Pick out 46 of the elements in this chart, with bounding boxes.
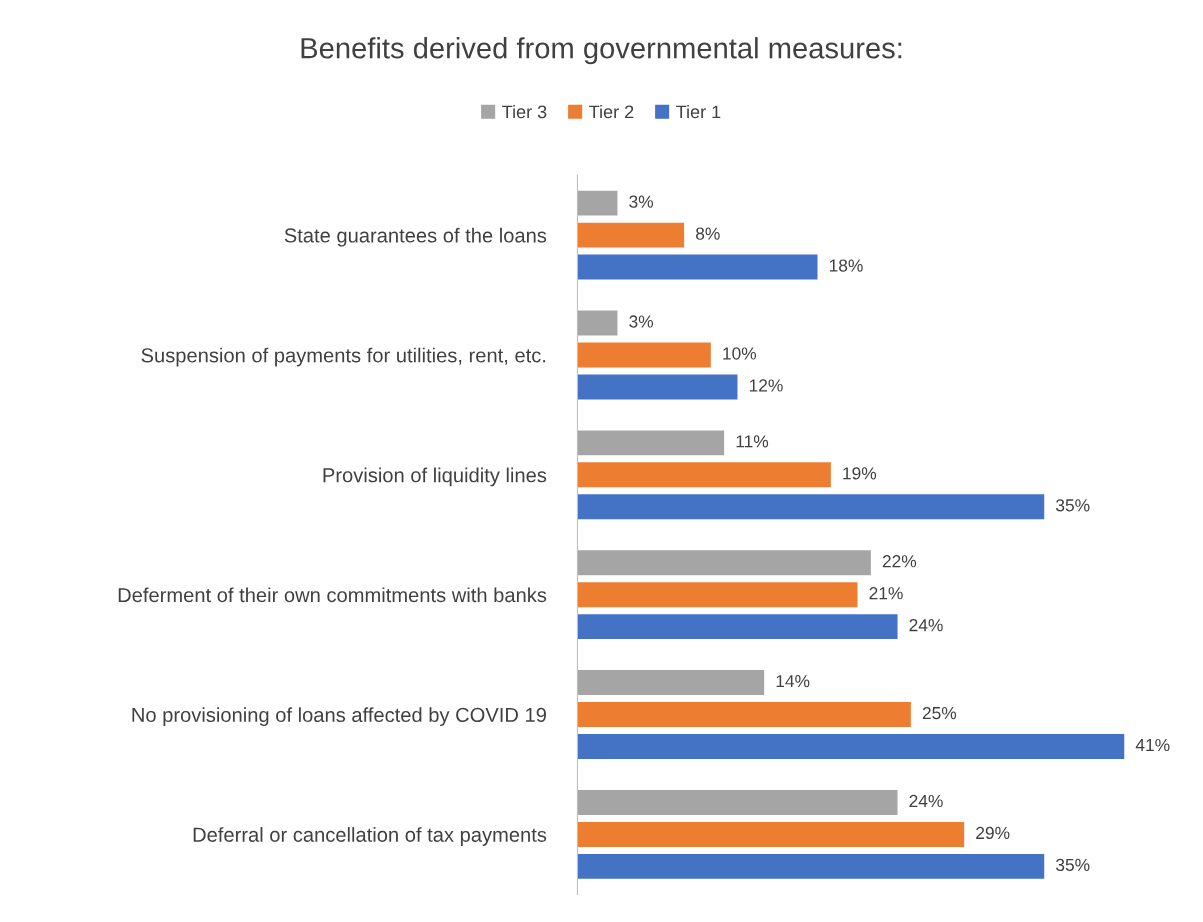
y-tick-label: State guarantees of the loans [284, 227, 547, 247]
bar [577, 190, 618, 216]
bar [577, 582, 858, 608]
legend-label: Tier 2 [589, 104, 634, 119]
data-label: 8% [696, 227, 720, 240]
bar [577, 310, 618, 336]
data-label: 18% [829, 259, 863, 272]
bar [577, 789, 898, 815]
y-tick-label: Deferral or cancellation of tax payments [193, 827, 547, 846]
bar [577, 821, 965, 847]
data-label: 25% [922, 706, 957, 720]
data-label: 10% [723, 347, 757, 360]
data-label: 24% [909, 619, 943, 632]
data-label: 3% [629, 315, 654, 328]
data-label: 3% [629, 195, 654, 208]
data-label: 35% [1056, 858, 1090, 872]
bar [577, 734, 1125, 759]
bar [577, 853, 1045, 879]
y-tick-label: Deferment of their own commitments with banks [118, 587, 547, 603]
legend-label: Tier 1 [676, 104, 721, 119]
bar [577, 494, 1045, 520]
data-label: 21% [869, 587, 903, 600]
y-tick-label: Suspension of payments for utilities, rent, etc. [141, 347, 546, 367]
bar [577, 374, 738, 400]
y-tick-label: No provisioning of loans affected by COVID 19 [132, 707, 546, 727]
bar [577, 462, 831, 488]
bar [577, 670, 765, 696]
data-label: 14% [776, 675, 810, 688]
bar [577, 702, 911, 728]
data-label: 24% [909, 794, 943, 808]
data-label: 41% [1135, 738, 1170, 752]
chart-title: Benefits derived from governmental measures: [301, 37, 902, 65]
y-tick-label: Provision of liquidity lines [323, 467, 547, 487]
data-label: 22% [882, 555, 917, 568]
bar [577, 254, 818, 280]
data-label: 12% [749, 379, 783, 392]
data-label: 19% [843, 467, 877, 480]
legend-label: Tier 3 [502, 104, 547, 119]
bar [577, 614, 898, 640]
data-label: 11% [736, 435, 769, 448]
bar [577, 430, 725, 456]
data-label: 35% [1056, 499, 1090, 512]
bar [577, 550, 871, 576]
bar [577, 222, 685, 248]
data-label: 29% [976, 826, 1010, 840]
bar [577, 342, 711, 368]
